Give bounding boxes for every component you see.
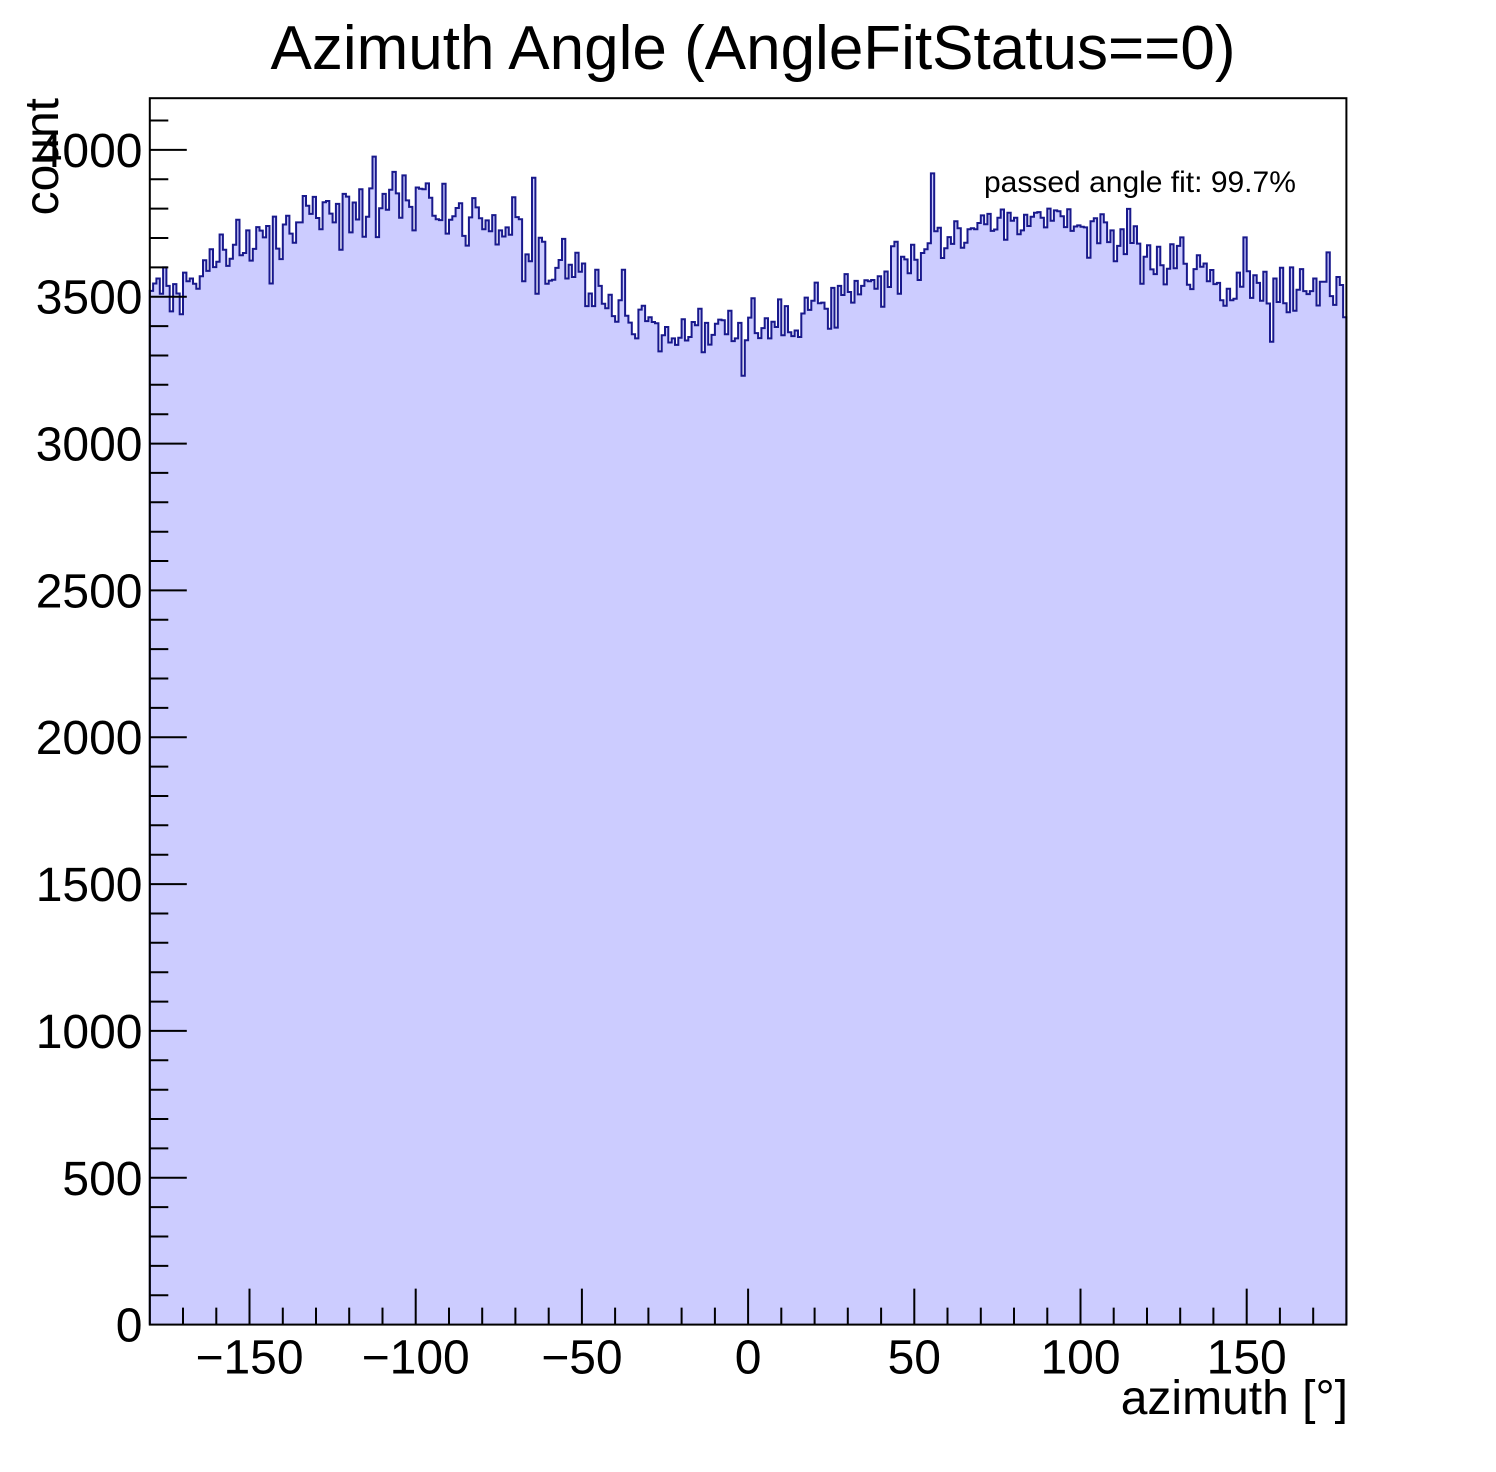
svg-text:3500: 3500 bbox=[36, 272, 143, 325]
svg-text:count: count bbox=[16, 98, 69, 215]
svg-text:50: 50 bbox=[888, 1332, 941, 1385]
svg-text:500: 500 bbox=[62, 1153, 142, 1206]
svg-text:1500: 1500 bbox=[36, 859, 143, 912]
svg-text:3000: 3000 bbox=[36, 419, 143, 472]
svg-text:azimuth [°]: azimuth [°] bbox=[1121, 1372, 1348, 1425]
svg-text:−150: −150 bbox=[195, 1332, 303, 1385]
svg-text:100: 100 bbox=[1040, 1332, 1120, 1385]
svg-text:Azimuth Angle (AngleFitStatus=: Azimuth Angle (AngleFitStatus==0) bbox=[271, 14, 1236, 83]
svg-text:2500: 2500 bbox=[36, 565, 143, 618]
svg-text:1000: 1000 bbox=[36, 1006, 143, 1059]
svg-text:4000: 4000 bbox=[36, 125, 143, 178]
svg-text:0: 0 bbox=[116, 1300, 143, 1353]
svg-text:2000: 2000 bbox=[36, 712, 143, 765]
svg-text:passed angle fit: 99.7%: passed angle fit: 99.7% bbox=[984, 166, 1296, 199]
svg-text:150: 150 bbox=[1207, 1332, 1287, 1385]
svg-text:−100: −100 bbox=[362, 1332, 470, 1385]
svg-text:−50: −50 bbox=[541, 1332, 622, 1385]
svg-text:0: 0 bbox=[735, 1332, 762, 1385]
